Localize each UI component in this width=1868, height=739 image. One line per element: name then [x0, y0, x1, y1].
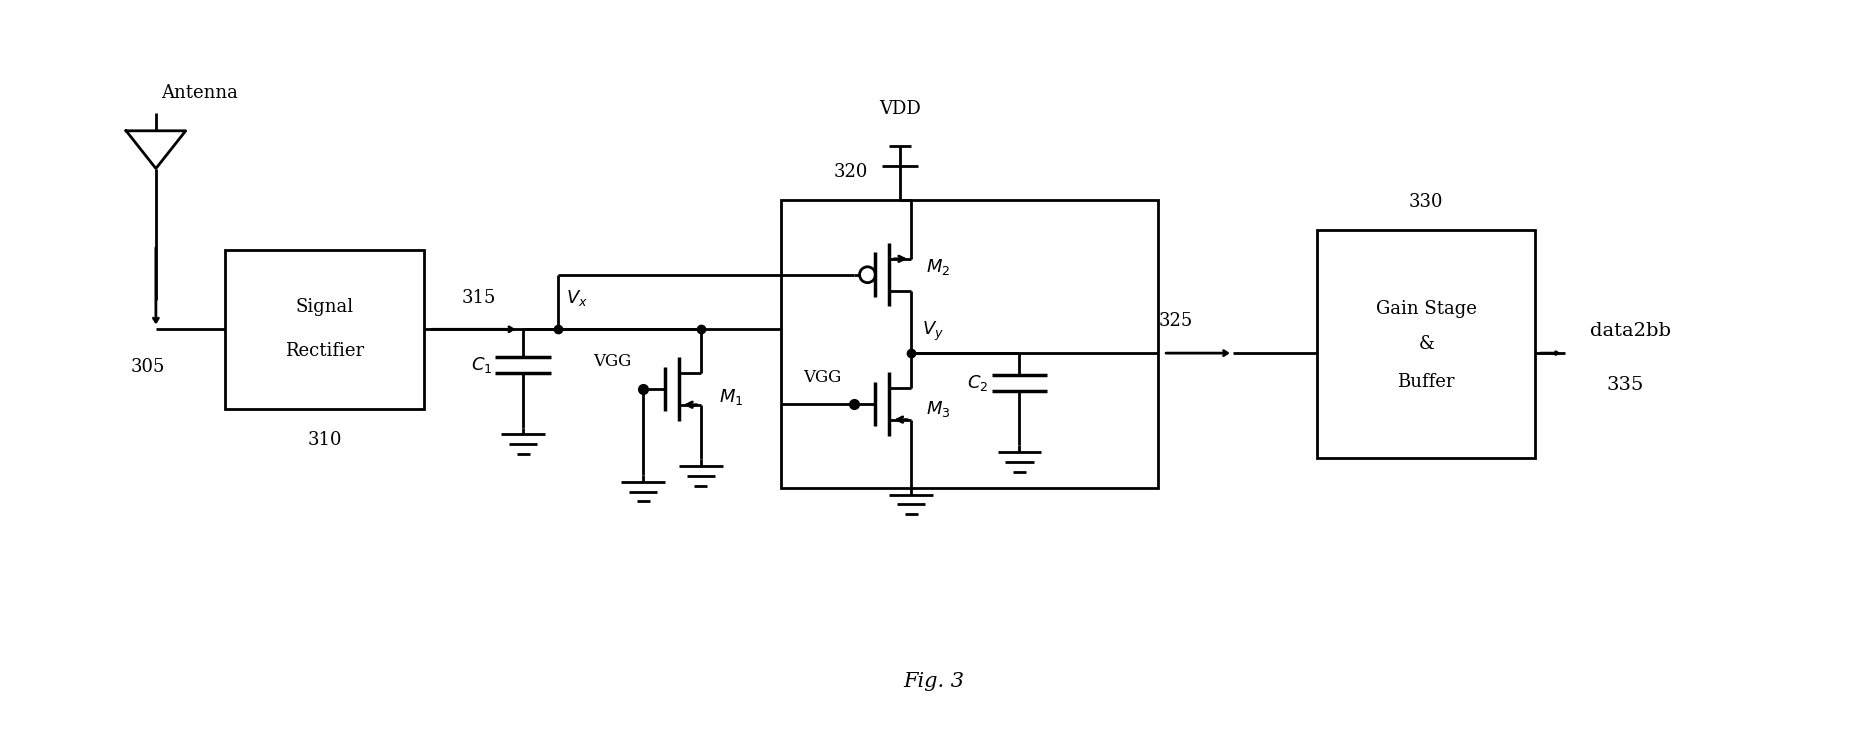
Text: 320: 320 — [833, 163, 869, 182]
Text: 310: 310 — [308, 432, 342, 449]
Text: 315: 315 — [461, 288, 495, 307]
Text: data2bb: data2bb — [1590, 322, 1672, 340]
Text: VDD: VDD — [880, 100, 921, 118]
Text: &: & — [1418, 336, 1435, 353]
Text: Fig. 3: Fig. 3 — [904, 672, 964, 691]
Text: 305: 305 — [131, 358, 164, 376]
Bar — [226, 250, 424, 409]
Text: $M_3$: $M_3$ — [927, 399, 951, 419]
Text: VGG: VGG — [803, 370, 842, 386]
Bar — [1317, 230, 1535, 458]
Text: $V_y$: $V_y$ — [923, 320, 943, 343]
Text: VGG: VGG — [592, 353, 631, 370]
Bar — [781, 200, 1158, 488]
Text: Gain Stage: Gain Stage — [1377, 301, 1478, 319]
Text: 325: 325 — [1158, 313, 1194, 330]
Text: $M_2$: $M_2$ — [927, 256, 951, 277]
Text: Buffer: Buffer — [1397, 373, 1455, 391]
Text: $C_1$: $C_1$ — [471, 355, 491, 375]
Text: Antenna: Antenna — [161, 84, 237, 102]
Text: Signal: Signal — [295, 299, 353, 316]
Text: 330: 330 — [1408, 194, 1444, 211]
Text: $V_x$: $V_x$ — [566, 287, 588, 307]
Text: 335: 335 — [1606, 376, 1644, 394]
Text: $C_2$: $C_2$ — [968, 373, 988, 393]
Text: Rectifier: Rectifier — [286, 342, 364, 360]
Text: $M_1$: $M_1$ — [719, 386, 743, 406]
